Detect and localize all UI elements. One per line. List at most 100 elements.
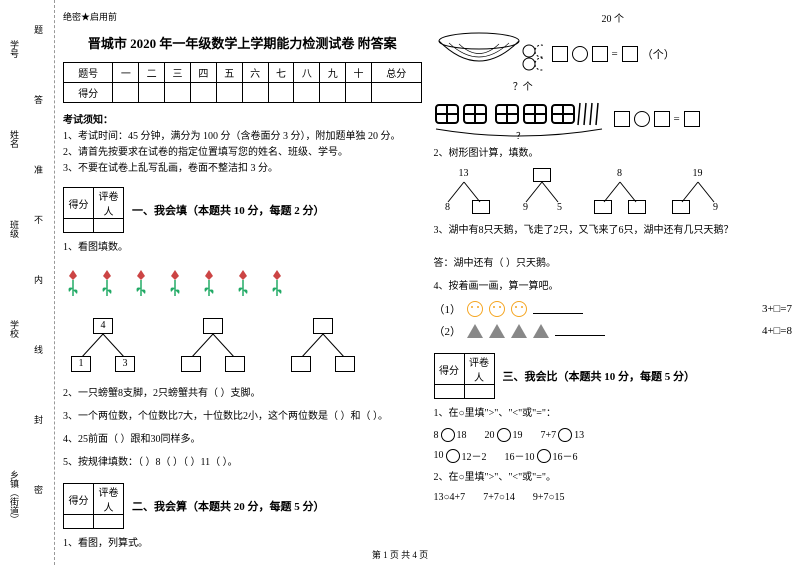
ntree: 13 8 [434, 168, 494, 216]
compare-circle[interactable] [537, 449, 551, 463]
number-tree [283, 318, 363, 373]
exam-title: 晋城市 2020 年一年级数学上学期能力检测试卷 附答案 [63, 33, 422, 52]
tulip-icon [63, 268, 83, 300]
blank-box[interactable] [684, 111, 700, 127]
seal-label: 封 [32, 415, 45, 424]
compare-circle[interactable] [558, 428, 572, 442]
blank-box[interactable] [592, 46, 608, 62]
blank-box[interactable] [622, 46, 638, 62]
section3-title: 三、我会比（本题共 10 分，每题 5 分） [503, 368, 696, 384]
th: 五 [216, 63, 242, 83]
q3-2: 2、在○里填">"、"<"或"="。 [434, 469, 793, 486]
ntree: 19 9 [668, 168, 728, 216]
page-footer: 第 1 页 共 4 页 [0, 548, 800, 561]
seal-label: 准 [32, 165, 45, 174]
tulip-icon [97, 268, 117, 300]
blank-box[interactable] [552, 46, 568, 62]
seal-label: 答 [32, 95, 45, 104]
qmark-label: ？个 [254, 78, 793, 93]
tree-diagrams: 4 1 3 [63, 318, 422, 373]
triangle-icon [489, 324, 505, 338]
q1-5: 5、按规律填数：（ ）8（ ）（ ）11（ ）。 [63, 454, 422, 471]
q1-3: 3、一个两位数，个位数比7大，十位数比2小，这个两位数是（ ）和（ ）。 [63, 408, 422, 425]
compare-row1: 818 2019 7+713 [434, 428, 793, 442]
section1-title: 一、我会填（本题共 10 分，每题 2 分） [132, 202, 325, 218]
right-column: 20 个 = （个） [434, 10, 793, 555]
instr-item: 1、考试时间：45 分钟，满分为 100 分（含卷面分 3 分），附加题单独 2… [63, 129, 422, 145]
tulip-icon [233, 268, 253, 300]
instr-item: 2、请首先按要求在试卷的指定位置填写您的姓名、班级、学号。 [63, 145, 422, 161]
bind-label: 班级 [8, 220, 21, 238]
triangle-icon [533, 324, 549, 338]
compare-row3: 13○4+7 7+7○14 9+7○15 [434, 492, 793, 503]
bind-label: 姓名 [8, 130, 21, 148]
q1-4: 4、25前面（ ）跟和30同样多。 [63, 431, 422, 448]
compare-circle[interactable] [441, 428, 455, 442]
number-tree [173, 318, 253, 373]
q2-3-ans: 答：湖中还有（ ）只天鹅。 [434, 255, 793, 272]
number-trees: 13 8 9 5 8 19 [434, 168, 793, 216]
seal-label: 内 [32, 275, 45, 284]
binding-margin: 学号 姓名 班级 学校 乡镇（街道） 题 答 准 不 内 线 封 密 [0, 0, 55, 565]
seal-label: 密 [32, 485, 45, 494]
compare-row2: 1012－2 16－1016－6 [434, 448, 793, 463]
equation-boxes: = （个） [552, 46, 675, 62]
tulip-icon [131, 268, 151, 300]
tulip-icon [165, 268, 185, 300]
compare-circle[interactable] [497, 428, 511, 442]
seal-label: 不 [32, 215, 45, 224]
instructions: 考试须知： 1、考试时间：45 分钟，满分为 100 分（含卷面分 3 分），附… [63, 113, 422, 177]
th: 二 [139, 63, 165, 83]
instr-item: 3、不要在试卷上乱写乱画，卷面不整洁扣 3 分。 [63, 161, 422, 177]
th: 四 [190, 63, 216, 83]
confidential-label: 绝密★启用前 [63, 10, 422, 23]
grading-box: 得分评卷人 [63, 187, 124, 233]
basket-diagram: = （个） [434, 31, 793, 76]
basket-count: 20 个 [434, 10, 793, 25]
tulip-icon [199, 268, 219, 300]
q2-4: 4、按着画一画，算一算吧。 [434, 278, 793, 295]
tally-icon: ？ [434, 99, 604, 139]
grading-box: 得分评卷人 [434, 353, 495, 399]
section2-title: 二、我会算（本题共 20 分，每题 5 分） [132, 498, 325, 514]
bind-label: 学号 [8, 40, 21, 58]
equation-boxes: = [614, 111, 700, 127]
smiley-icon [467, 301, 483, 317]
q1-1: 1、看图填数。 [63, 239, 422, 256]
tulip-icon [267, 268, 287, 300]
answer-line[interactable] [555, 326, 605, 336]
basket-icon [434, 31, 544, 76]
flowers-row [63, 268, 422, 300]
grading-box: 得分评卷人 [63, 483, 124, 529]
blank-box[interactable] [614, 111, 630, 127]
q2-2: 2、树形图计算，填数。 [434, 145, 793, 162]
triangles-row: （2） 4+□=8 [434, 323, 793, 339]
q2-3: 3、湖中有8只天鹅，飞走了2只，又飞来了6只，湖中还有几只天鹅？ [434, 222, 793, 239]
smiley-icon [511, 301, 527, 317]
answer-line[interactable] [533, 304, 583, 314]
th: 三 [165, 63, 191, 83]
blank-box[interactable] [654, 111, 670, 127]
tally-diagram: ？ = [434, 99, 793, 139]
op-circle[interactable] [634, 111, 650, 127]
instr-heading: 考试须知： [63, 113, 422, 129]
smiley-icon [489, 301, 505, 317]
th: 题号 [64, 63, 113, 83]
q1-2: 2、一只螃蟹8支脚，2只螃蟹共有（ ）支脚。 [63, 385, 422, 402]
bind-label: 学校 [8, 320, 21, 338]
bind-label: 乡镇（街道） [8, 470, 21, 524]
compare-circle[interactable] [446, 449, 460, 463]
triangle-icon [511, 324, 527, 338]
seal-label: 题 [32, 25, 45, 34]
svg-text:？: ？ [516, 131, 525, 139]
row-label: 得分 [64, 83, 113, 103]
op-circle[interactable] [572, 46, 588, 62]
th: 一 [113, 63, 139, 83]
q3-1: 1、在○里填">"、"<"或"="： [434, 405, 793, 422]
ntree: 9 5 [512, 168, 572, 216]
seal-label: 线 [32, 345, 45, 354]
faces-row: （1） 3+□=7 [434, 301, 793, 317]
ntree: 8 [590, 168, 650, 216]
number-tree: 4 1 3 [63, 318, 143, 373]
triangle-icon [467, 324, 483, 338]
